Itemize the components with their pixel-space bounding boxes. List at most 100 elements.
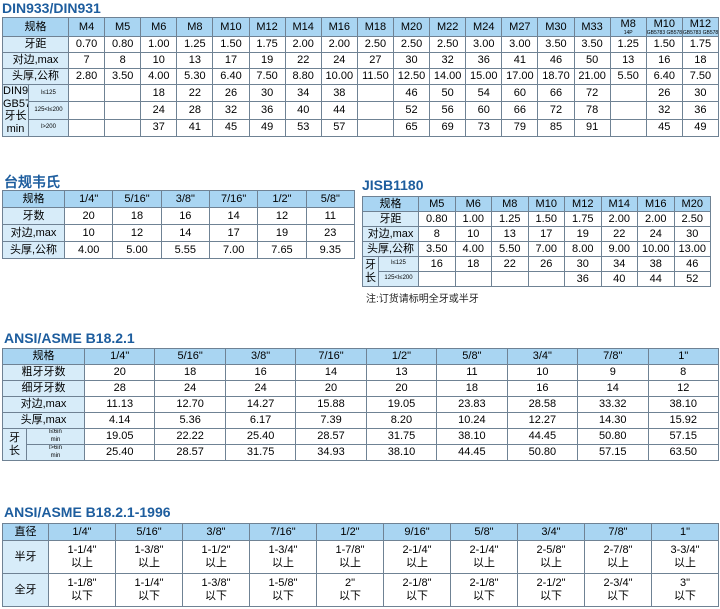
- cell-text: 17: [227, 226, 240, 239]
- spec-table: 规格 M4 M5 M6 M8 M10 M12 M14 M16 M18 M20 M22 M24 M27 M30…: [2, 16, 719, 137]
- cell-line: 125<l≤200: [384, 275, 413, 282]
- data-cell: 22: [284, 52, 322, 70]
- cell-text: 8: [680, 366, 687, 378]
- header-cell: 5/16": [115, 523, 183, 541]
- table-body: 规格 1/4" 5/16" 3/8" 7/16" 1/2" 5/8" 牙数 20 18 16 14 12…: [2, 190, 355, 259]
- data-cell: 13: [176, 52, 214, 70]
- cell-text: 4.00: [77, 243, 100, 256]
- cell-text: M16: [645, 197, 667, 210]
- data-cell: 14: [295, 364, 367, 381]
- cell-line: 2-3/4": [603, 577, 633, 590]
- data-cell: 14.30: [577, 412, 649, 429]
- cell-text: 粗牙牙数: [21, 366, 66, 378]
- cell-text: 36: [576, 272, 589, 285]
- cell-text: 24: [649, 227, 662, 240]
- data-cell: 26: [527, 256, 565, 272]
- data-row: 细牙牙数 28 24 24 20 20 18 16 14 12: [2, 380, 719, 397]
- data-cell: [418, 271, 456, 287]
- data-cell: 46: [673, 256, 711, 272]
- data-cell: 50: [573, 52, 611, 70]
- cell-text: M5: [115, 20, 131, 33]
- data-cell: 32: [212, 101, 250, 120]
- header-row: 规格 M5 M6 M8 M10 M12 M14 M16 M20: [362, 196, 711, 212]
- cell-text: 19.05: [105, 430, 134, 442]
- cell-text: 1.75: [572, 212, 594, 225]
- header-cell: 1/4": [48, 523, 116, 541]
- data-cell: 13: [365, 364, 438, 381]
- cell-text: 40: [297, 103, 310, 116]
- cell-text: 38: [333, 86, 346, 99]
- header-cell: 3/4": [517, 523, 585, 541]
- cell-text: 18.70: [542, 70, 570, 83]
- header-cell: 1/2": [257, 190, 307, 208]
- cell-line: 以上: [540, 557, 562, 569]
- data-cell: 1-3/8" 以上: [115, 540, 183, 574]
- data-cell: 3.50: [418, 241, 456, 257]
- cell-text: 3.50: [111, 70, 134, 83]
- cell-text: 52: [686, 272, 699, 285]
- cell-text: 18: [467, 257, 480, 270]
- data-cell: 44: [320, 101, 358, 120]
- header-cell: M6: [140, 16, 178, 38]
- header-cell: M14: [284, 16, 322, 38]
- cell-line: 以上: [205, 557, 227, 569]
- data-cell: 18: [681, 52, 719, 70]
- data-cell: 19: [564, 226, 602, 242]
- data-cell: 1.00: [454, 211, 492, 227]
- cell-text: 30: [686, 227, 699, 240]
- cell-text: 24: [184, 382, 197, 394]
- cell-text: 12: [130, 226, 144, 239]
- cell-text: M12: [256, 20, 278, 33]
- row-label: 粗牙牙数: [2, 364, 85, 381]
- data-cell: 28: [176, 101, 214, 120]
- table-note: 注:订货请标明全牙或半牙: [366, 294, 479, 305]
- row-label: 对边,max: [362, 226, 419, 242]
- cell-text: 10.24: [458, 414, 486, 426]
- data-cell: 2-1/2" 以下: [517, 573, 585, 607]
- header-cell: M14: [600, 196, 638, 212]
- cell-text: 85: [549, 121, 563, 134]
- cell-text: 19: [275, 226, 289, 239]
- cell-text: 1.50: [220, 38, 242, 51]
- header-row: 规格 1/4" 5/16" 3/8" 7/16" 1/2" 5/8": [2, 190, 355, 208]
- data-cell: 79: [501, 118, 539, 137]
- cell-text: 78: [585, 103, 599, 116]
- data-cell: 1-1/8" 以下: [48, 573, 116, 607]
- data-cell: 7.50: [248, 68, 286, 86]
- cell-line: 1-7/8": [335, 544, 365, 557]
- cell-text: 22: [297, 54, 310, 67]
- cell-text: 50.80: [599, 430, 627, 442]
- cell-text: 8.20: [390, 414, 413, 426]
- cell-text: 9.35: [319, 243, 342, 256]
- cell-text: 10: [467, 227, 480, 240]
- data-row: 牙长 l≤6in min 19.05 22.22 25.40 28.57 31.75 38.10…: [2, 428, 719, 461]
- header-cell: M8: [491, 196, 529, 212]
- data-row: 对边,max 8 10 13 17 19 22 24 30: [362, 226, 711, 242]
- cell-text: 13.00: [678, 242, 707, 255]
- data-cell: 1.25: [609, 36, 647, 54]
- cell-text: 30: [405, 54, 418, 67]
- data-cell: 22: [491, 256, 529, 272]
- data-cell: 30: [248, 84, 286, 103]
- cell-line: 1-3/8": [201, 577, 231, 590]
- header-cell: M10 GB5783 GB5782: [645, 16, 683, 38]
- data-cell: 32: [429, 52, 467, 70]
- cell-text: 28.57: [176, 446, 204, 458]
- data-cell: 0.70: [67, 36, 106, 54]
- cell-text: 28.58: [528, 398, 557, 410]
- cell-text: M30: [545, 20, 567, 33]
- cell-text: 牙距: [24, 38, 47, 51]
- data-cell: 7: [67, 52, 106, 70]
- data-cell: 11: [305, 207, 355, 225]
- cell-text: 7/8": [608, 525, 628, 538]
- cell-line: 长: [365, 271, 376, 284]
- data-cell: 0.80: [418, 211, 456, 227]
- data-cell: 7.00: [208, 241, 259, 259]
- data-cell: 1.75: [248, 36, 286, 54]
- cell-text: M14: [608, 197, 630, 210]
- header-label: 直径: [2, 523, 49, 541]
- cell-text: 17.00: [506, 70, 534, 83]
- cell-text: 46: [549, 54, 563, 67]
- data-cell: 11.50: [356, 68, 394, 86]
- data-cell: 8.20: [365, 412, 438, 429]
